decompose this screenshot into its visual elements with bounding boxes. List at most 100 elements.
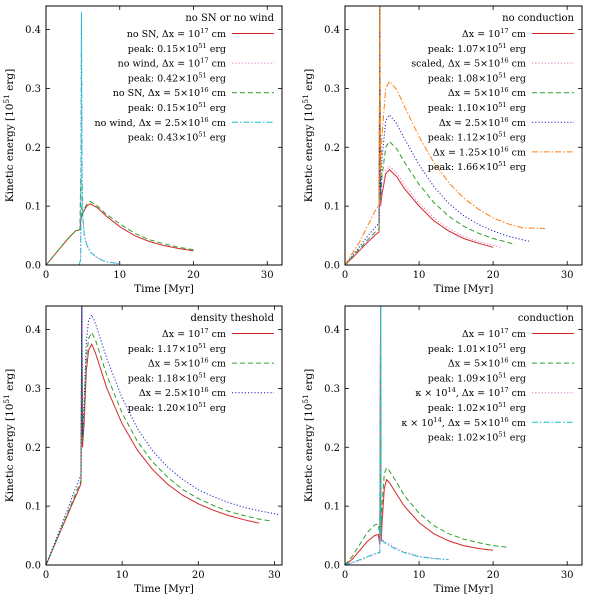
x-tick-label: 20 — [187, 270, 200, 281]
chart-panel-4: 0 10 20 30 0.0 0.1 0.2 0.3 0.4 Time [Myr] Kinetic … — [301, 305, 583, 595]
plot-frame — [344, 305, 583, 566]
legend-entry-label: κ × 1014, Δx = 1017 cm — [415, 386, 526, 399]
legend-entry-peak: peak: 1.18×1051 erg — [128, 371, 226, 384]
legend-entry-label: Δx = 1017 cm — [462, 327, 526, 340]
legend-entry-peak: peak: 1.01×1051 erg — [428, 342, 526, 355]
legend-entry-label: Δx = 1.25×1016 cm — [433, 145, 526, 158]
series-line-1 — [46, 306, 260, 565]
series-line-4 — [345, 6, 531, 265]
legend-entry-label: Δx = 2.5×1016 cm — [439, 116, 526, 129]
legend-entry-label: scaled, Δx = 5×1016 cm — [411, 57, 526, 70]
series-line-1 — [345, 306, 494, 565]
plot-frame — [45, 305, 283, 566]
y-tick-label: 0.2 — [324, 443, 340, 454]
series-line-1 — [46, 203, 194, 265]
x-axis-label: Time [Myr] — [134, 583, 194, 595]
y-tick-label: 0.1 — [25, 202, 41, 213]
x-tick-label: 0 — [342, 270, 348, 281]
y-tick-label: 0.0 — [324, 261, 340, 272]
y-tick-label: 0.1 — [324, 202, 340, 213]
legend-title: density theshold — [190, 313, 274, 324]
x-tick-label: 0 — [43, 570, 49, 581]
legend-entry-label: Δx = 1017 cm — [162, 327, 226, 340]
series-line-3 — [78, 17, 120, 265]
legend-entry-label: Δx = 5×1016 cm — [448, 86, 526, 99]
legend-entry-peak: peak: 1.10×1051 erg — [428, 101, 526, 114]
y-tick-label: 0.0 — [324, 561, 340, 572]
legend-entry-label: no wind, Δx = 1017 cm — [118, 57, 226, 70]
legend-entry-label: no SN, Δx = 5×1016 cm — [113, 86, 226, 99]
y-tick-label: 0.4 — [25, 325, 41, 336]
y-tick-label: 0.3 — [324, 84, 340, 95]
y-tick-label: 0.1 — [25, 502, 41, 513]
series-line-1 — [345, 6, 494, 265]
plot-frame — [45, 5, 283, 266]
legend-entry-peak: peak: 1.17×1051 erg — [128, 342, 226, 355]
series-line-4 — [78, 11, 120, 265]
x-tick-label: 0 — [342, 570, 348, 581]
y-tick-label: 0.3 — [324, 384, 340, 395]
y-tick-label: 0.4 — [324, 25, 340, 36]
legend-entry-peak: peak: 0.15×1051 erg — [128, 101, 226, 114]
plot-frame — [344, 5, 583, 266]
y-axis-label: Kinetic energy [1051 erg] — [2, 69, 17, 202]
series-line-2 — [46, 306, 271, 565]
x-tick-label: 10 — [413, 570, 426, 581]
legend-entry-peak: peak: 1.07×1051 erg — [428, 42, 526, 55]
x-tick-label: 30 — [268, 570, 281, 581]
chart-panel-2: 0 10 20 30 0.0 0.1 0.2 0.3 0.4 Time [Myr] Kinetic … — [301, 5, 583, 295]
legend-entry-peak: peak: 1.66×1051 erg — [428, 160, 526, 173]
x-tick-label: 10 — [116, 570, 129, 581]
legend-entry-peak: peak: 1.02×1051 erg — [428, 431, 526, 444]
legend-title: conduction — [518, 313, 575, 324]
y-axis-label: Kinetic energy [1051 erg] — [301, 369, 316, 502]
legend-entry-label: κ × 1014, Δx = 5×1016 cm — [401, 416, 526, 429]
y-tick-label: 0.2 — [324, 143, 340, 154]
legend-entry-peak: peak: 0.42×1051 erg — [128, 71, 226, 84]
legend-entry-peak: peak: 1.12×1051 erg — [428, 131, 526, 144]
x-axis-label: Time [Myr] — [134, 283, 194, 295]
legend-entry-peak: peak: 0.15×1051 erg — [128, 42, 226, 55]
legend-entry-label: Δx = 2.5×1016 cm — [139, 386, 226, 399]
legend-entry-label: no SN, Δx = 1017 cm — [127, 27, 226, 40]
legend-entry-label: Δx = 1017 cm — [462, 27, 526, 40]
series-line-2 — [46, 177, 194, 265]
legend-entry-label: no wind, Δx = 2.5×1016 cm — [95, 116, 226, 129]
legend-entry-label: Δx = 5×1016 cm — [448, 357, 526, 370]
series-line-5 — [345, 6, 546, 265]
y-tick-label: 0.3 — [25, 84, 41, 95]
legend-title: no conduction — [502, 13, 574, 24]
legend-entry-label: Δx = 5×1016 cm — [148, 357, 226, 370]
series-line-2 — [345, 6, 501, 265]
x-tick-label: 30 — [561, 570, 574, 581]
x-axis-label: Time [Myr] — [434, 583, 494, 595]
x-tick-label: 30 — [561, 270, 574, 281]
legend-entry-peak: peak: 1.20×1051 erg — [128, 401, 226, 414]
x-tick-label: 20 — [487, 270, 500, 281]
x-axis-label: Time [Myr] — [434, 283, 494, 295]
legend-entry-peak: peak: 1.09×1051 erg — [428, 371, 526, 384]
chart-panel-1: 0 10 20 30 0.0 0.1 0.2 0.3 0.4 Time [Myr] Kinetic … — [2, 5, 283, 295]
y-axis-label: Kinetic energy [1051 erg] — [2, 369, 17, 502]
y-tick-label: 0.0 — [25, 561, 41, 572]
y-tick-label: 0.1 — [324, 502, 340, 513]
legend-entry-peak: peak: 1.02×1051 erg — [428, 401, 526, 414]
x-tick-label: 10 — [413, 270, 426, 281]
y-tick-label: 0.4 — [25, 25, 41, 36]
legend-entry-peak: peak: 1.08×1051 erg — [428, 71, 526, 84]
y-tick-label: 0.0 — [25, 261, 41, 272]
y-axis-label: Kinetic energy [1051 erg] — [301, 69, 316, 202]
x-tick-label: 0 — [43, 270, 49, 281]
y-tick-label: 0.3 — [25, 384, 41, 395]
y-tick-label: 0.4 — [324, 325, 340, 336]
x-tick-label: 20 — [192, 570, 205, 581]
legend-title: no SN or no wind — [185, 13, 274, 24]
x-tick-label: 30 — [261, 270, 274, 281]
legend-entry-peak: peak: 0.43×1051 erg — [128, 131, 226, 144]
y-tick-label: 0.2 — [25, 143, 41, 154]
series-line-4 — [345, 306, 449, 565]
x-tick-label: 10 — [113, 270, 126, 281]
series-line-3 — [345, 6, 516, 265]
chart-panel-3: 0 10 20 30 0.0 0.1 0.2 0.3 0.4 Time [Myr] Kinetic … — [2, 305, 283, 595]
